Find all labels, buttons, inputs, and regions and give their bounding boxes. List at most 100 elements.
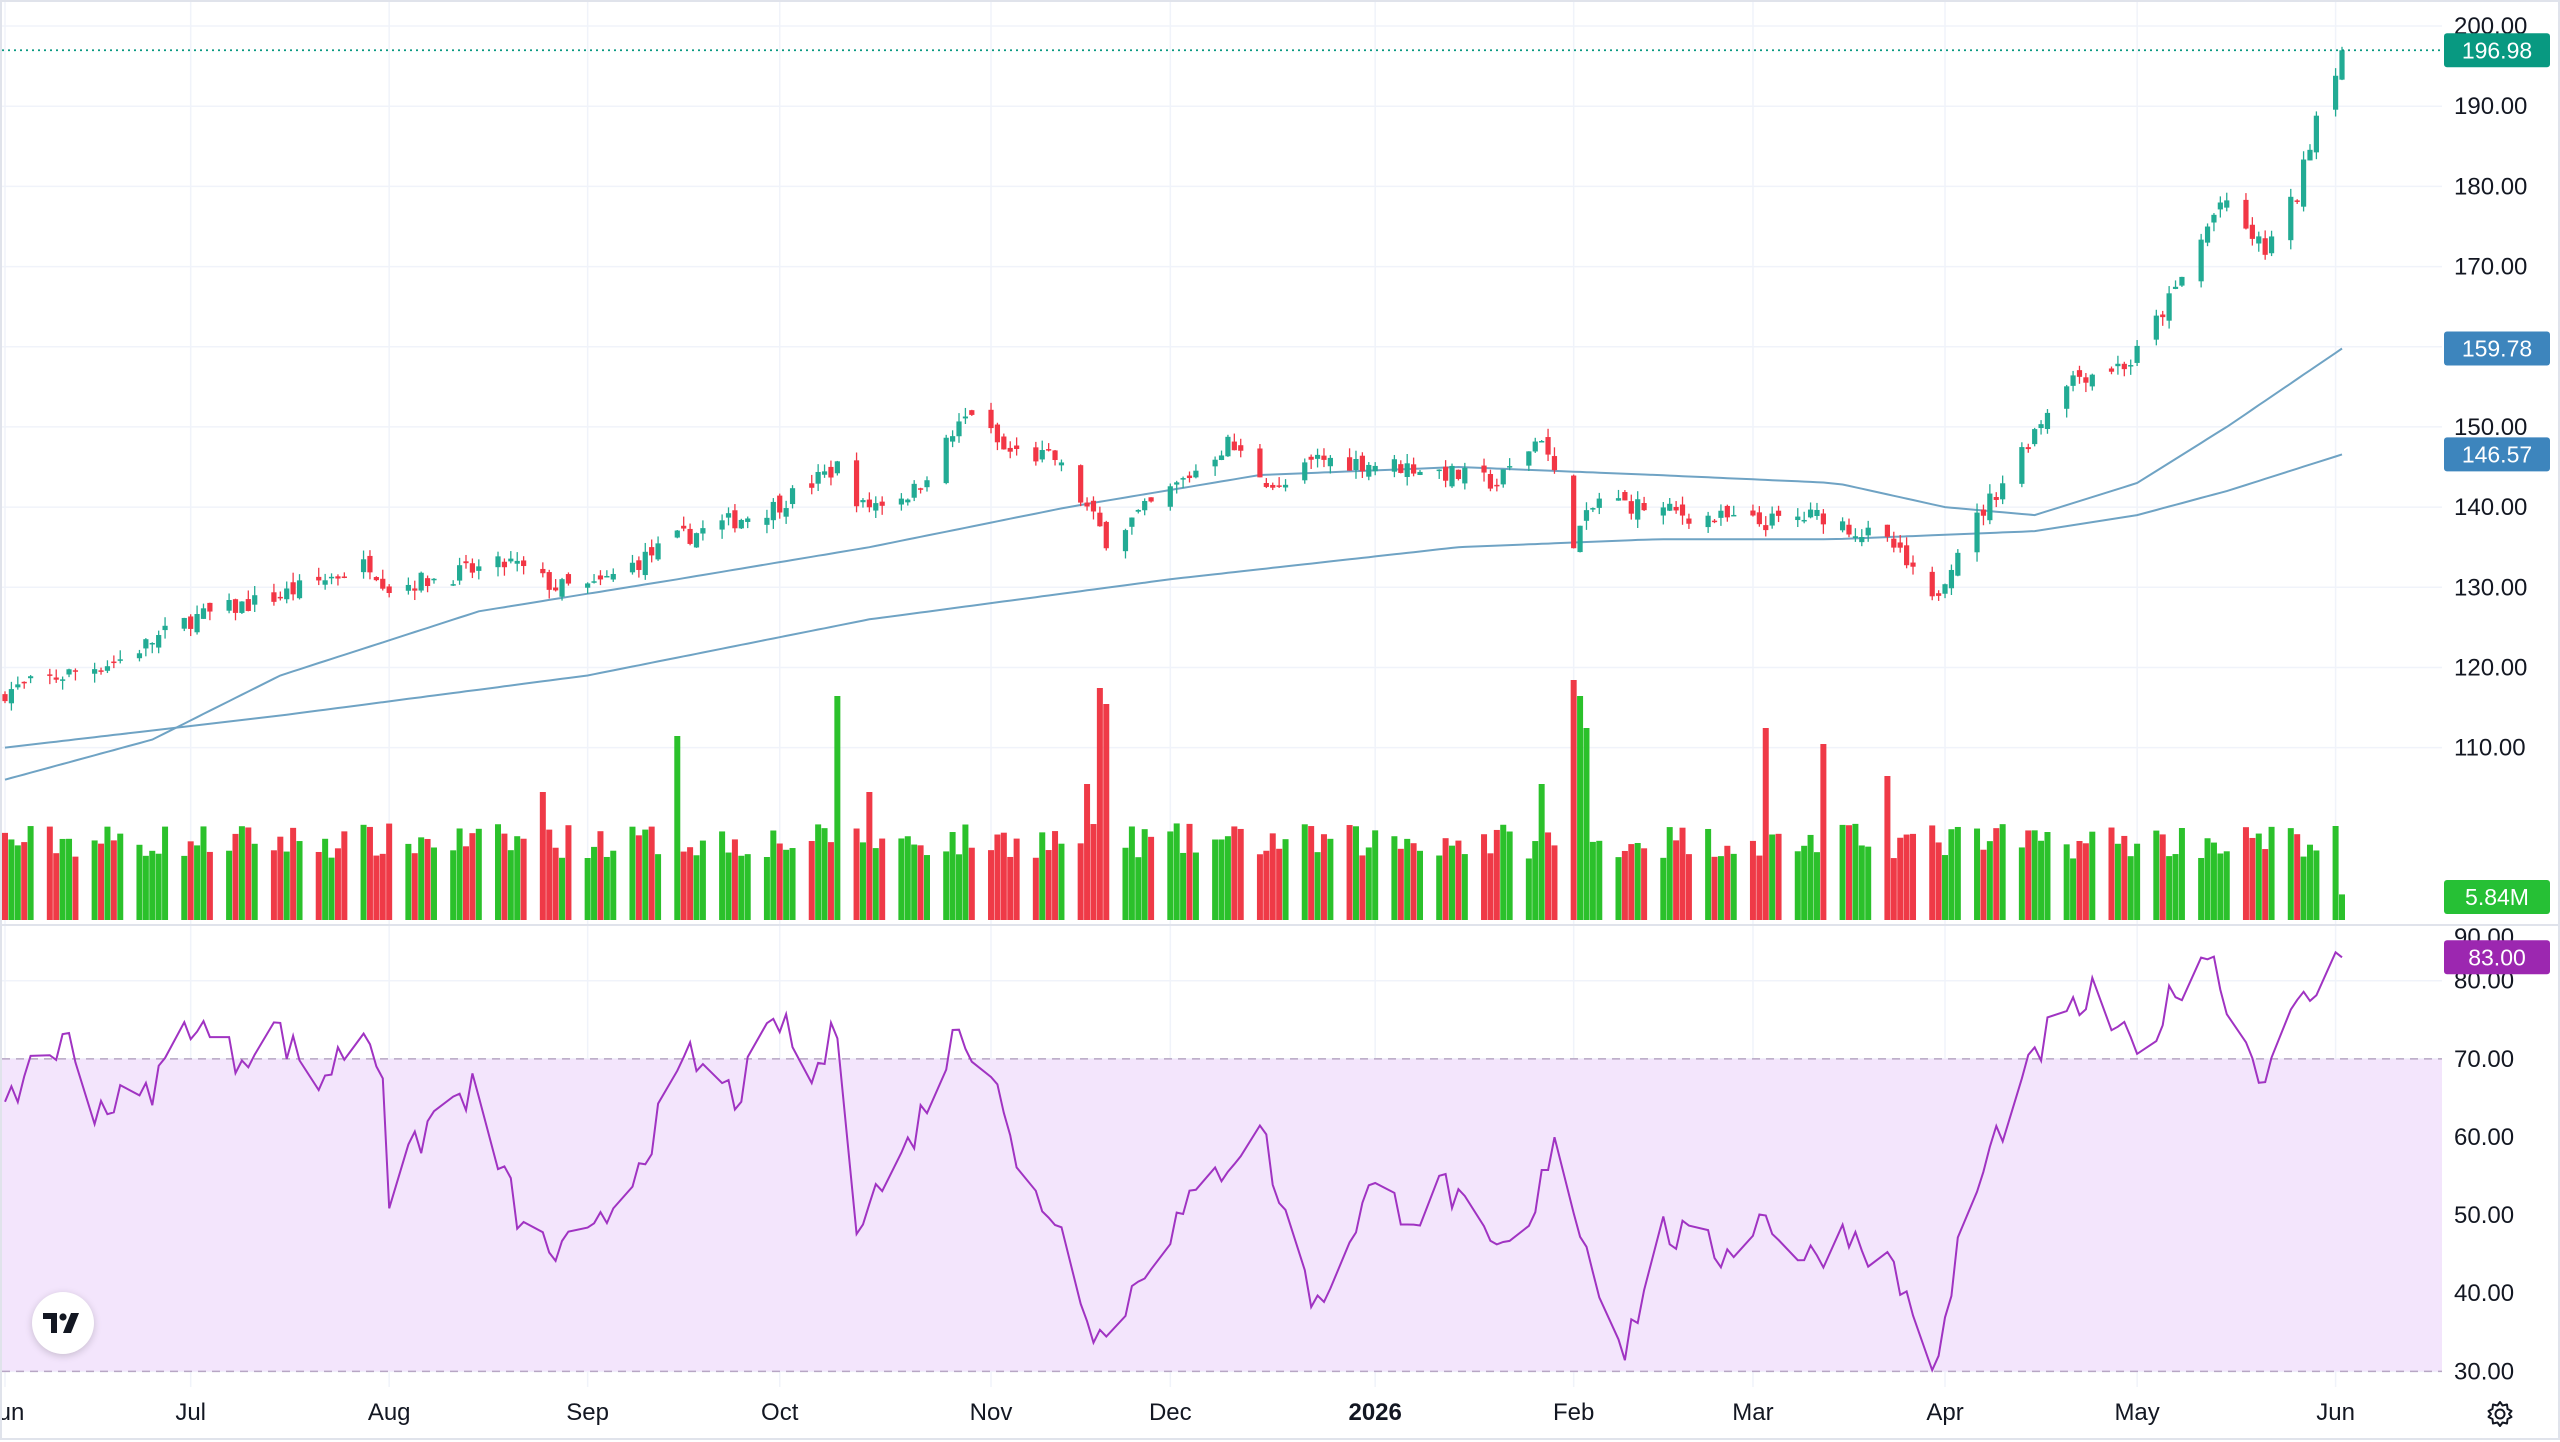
volume-bar	[1365, 847, 1372, 920]
candle	[1007, 447, 1013, 452]
price-tick-label: 130.00	[2454, 574, 2527, 601]
candle	[322, 580, 328, 585]
volume-bar	[1308, 826, 1315, 920]
candle	[2044, 412, 2051, 429]
candle	[2038, 424, 2044, 429]
candle	[495, 556, 501, 568]
candle	[1193, 470, 1199, 478]
rsi-badge-label: 83.00	[2468, 944, 2526, 970]
volume-bar	[680, 851, 687, 920]
candle	[476, 566, 482, 571]
volume-bar	[648, 826, 655, 920]
candle	[1500, 469, 1506, 485]
candle	[386, 586, 392, 593]
volume-bar	[603, 856, 610, 920]
candle	[866, 499, 872, 508]
volume-bar	[559, 857, 566, 920]
last-price-badge: 196.98	[2444, 33, 2550, 68]
volume-bar	[1135, 857, 1142, 920]
volume-bar	[815, 824, 822, 920]
candle	[1391, 459, 1397, 472]
candle	[1014, 445, 1020, 450]
candle	[367, 555, 373, 573]
candle	[2160, 314, 2166, 318]
candle	[1417, 471, 1423, 475]
candle	[463, 561, 469, 564]
moving-average-lower	[4, 453, 2343, 749]
volume-bar	[2198, 857, 2205, 920]
volume-bar	[994, 834, 1001, 920]
candle	[1801, 519, 1807, 522]
candle	[284, 588, 290, 600]
volume-bar	[501, 833, 508, 920]
volume-bar	[1986, 841, 1993, 920]
volume-bar	[1276, 848, 1283, 920]
volume-bar	[1269, 833, 1276, 920]
candle	[2224, 200, 2230, 208]
candle	[15, 684, 21, 688]
candle	[1891, 538, 1897, 548]
volume-bar	[1897, 837, 1904, 920]
volume-bar	[2294, 834, 2301, 920]
volume-bar	[584, 857, 591, 920]
volume-bar	[610, 850, 617, 920]
volume-bar	[1615, 857, 1622, 920]
volume-bar	[1538, 784, 1545, 920]
volume-bar	[1481, 834, 1488, 920]
volume-bar	[475, 828, 482, 920]
candle	[456, 565, 463, 581]
volume-bar	[655, 854, 662, 920]
volume-bar	[1596, 840, 1603, 920]
candle	[188, 616, 194, 629]
volume-bar	[1090, 824, 1097, 920]
tradingview-logo-icon[interactable]	[32, 1292, 94, 1354]
candle	[559, 579, 565, 597]
candle	[687, 528, 693, 544]
candle	[764, 517, 770, 525]
volume-bar	[731, 839, 738, 920]
candle	[1942, 584, 1948, 594]
volume-bar	[1218, 839, 1225, 920]
volume-bar	[1192, 852, 1199, 920]
candle	[911, 483, 917, 498]
candle	[2134, 345, 2140, 363]
candle	[501, 561, 508, 568]
rsi-line	[4, 950, 2343, 1373]
candle	[200, 608, 207, 619]
candle	[2179, 276, 2185, 286]
candle	[271, 592, 277, 602]
gear-icon[interactable]	[2480, 1394, 2520, 1434]
volume-bar	[1685, 854, 1692, 920]
candle	[111, 661, 117, 664]
candle	[681, 525, 687, 529]
candle	[546, 572, 552, 590]
volume-bar	[1372, 830, 1379, 920]
volume-bar	[2255, 833, 2262, 920]
candle	[591, 581, 597, 583]
candle	[2115, 363, 2121, 367]
candle	[1859, 537, 1865, 543]
candle	[610, 573, 616, 580]
volume-bar	[808, 841, 815, 920]
candle	[162, 625, 168, 631]
candle	[1263, 483, 1269, 487]
candle	[994, 424, 1001, 443]
candle	[2108, 368, 2115, 372]
candle	[1763, 525, 1769, 531]
candle	[565, 574, 572, 584]
price-axis: 200.00190.00180.00170.00160.00150.00140.…	[2454, 13, 2527, 762]
volume-bar	[1577, 696, 1584, 920]
volume-bar	[1545, 832, 1552, 920]
candle	[1974, 512, 1980, 553]
candle	[1359, 455, 1365, 472]
candle	[508, 558, 514, 562]
volume-bar	[1346, 825, 1353, 920]
price-tick-label: 170.00	[2454, 254, 2527, 281]
candle	[92, 669, 98, 674]
volume-bar	[462, 846, 469, 920]
candle	[1590, 508, 1596, 510]
tradingview-logo-glyph	[43, 1313, 79, 1333]
volume-bar	[232, 833, 239, 920]
